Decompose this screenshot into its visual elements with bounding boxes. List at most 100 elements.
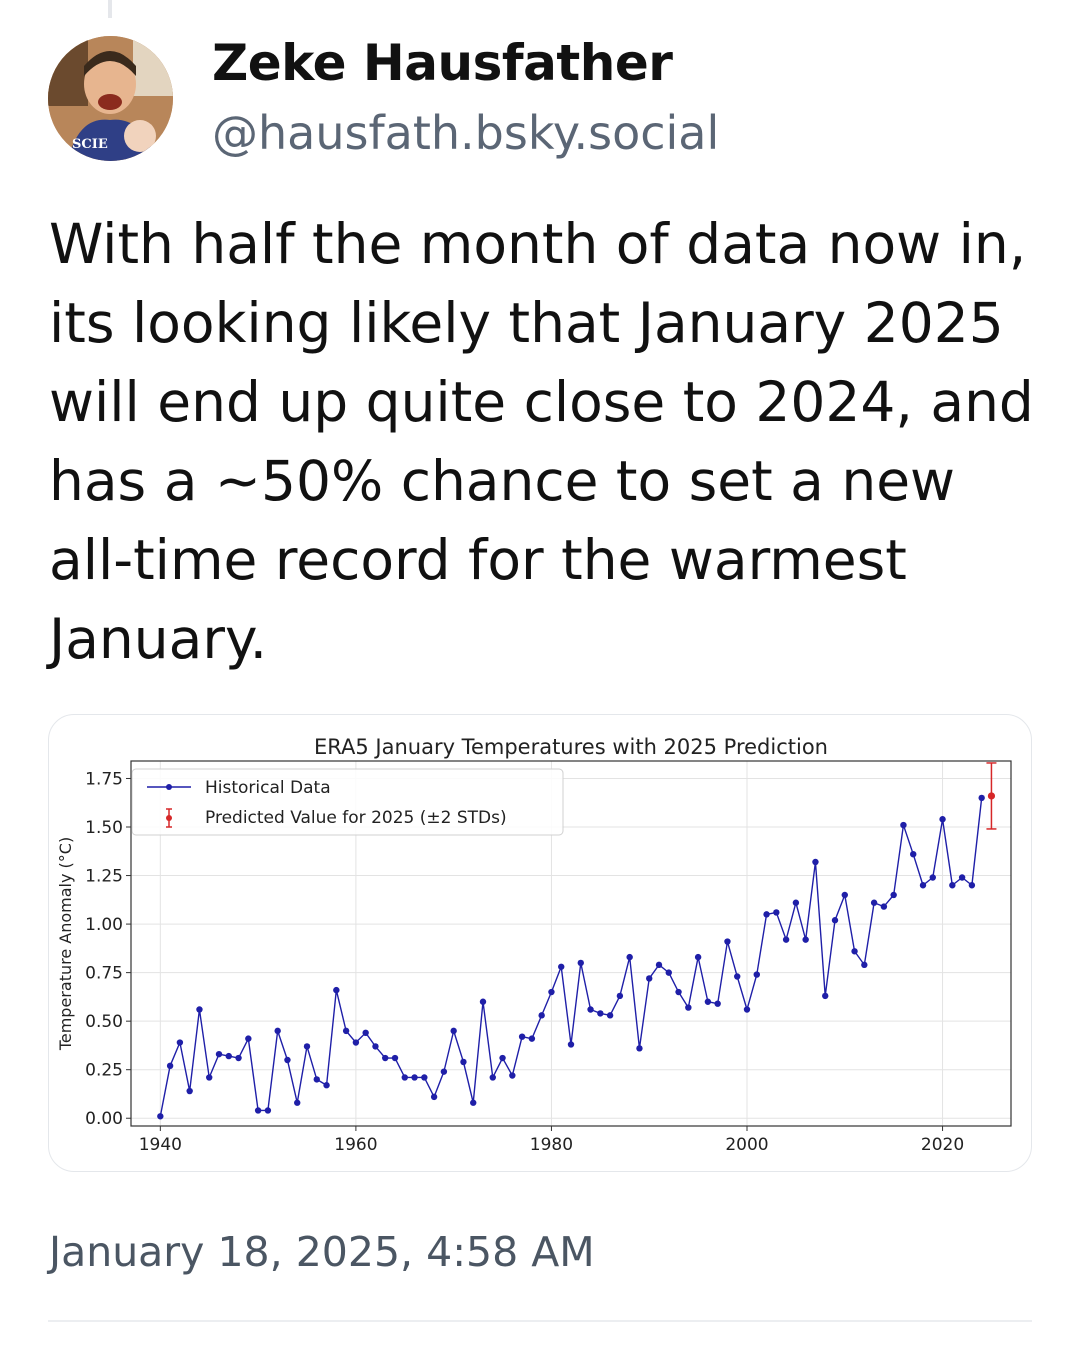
- x-tick-label: 1960: [334, 1135, 377, 1155]
- historical-data-point: [313, 1076, 320, 1083]
- y-axis-label: Temperature Anomaly (°C): [56, 837, 75, 1051]
- historical-data-point: [831, 917, 839, 924]
- historical-data-point: [597, 1010, 604, 1017]
- historical-data-point: [616, 992, 624, 1000]
- chart-image-embed[interactable]: 1940 1960 1980 2000 2020 0.00 0.25 0.50 0.75 1.0…: [48, 714, 1032, 1172]
- historical-data-point: [196, 1006, 203, 1013]
- historical-data-point: [215, 1050, 223, 1058]
- historical-data-point: [528, 1035, 536, 1042]
- x-tick-label: 1980: [530, 1135, 573, 1155]
- historical-data-point: [900, 821, 907, 829]
- historical-data-point: [157, 1113, 164, 1120]
- historical-data-point: [166, 1062, 174, 1070]
- avatar-shirt-text: SCIE: [72, 137, 108, 152]
- historical-data-point: [558, 963, 565, 970]
- historical-data-point: [518, 1033, 526, 1040]
- historical-data-point: [626, 953, 633, 961]
- author-display-name[interactable]: Zeke Hausfather: [212, 34, 673, 92]
- historical-data-point: [499, 1054, 506, 1062]
- historical-data-point: [421, 1074, 428, 1081]
- historical-data-point: [763, 911, 770, 918]
- thread-connector-line: [108, 0, 112, 18]
- historical-data-point: [792, 899, 800, 906]
- historical-data-point: [841, 891, 848, 899]
- legend-historical-marker-icon: [166, 784, 172, 790]
- y-tick-label: 1.50: [85, 818, 123, 838]
- prediction-data-point: [987, 792, 996, 800]
- legend-prediction-marker-icon: [166, 815, 172, 821]
- chart-title: ERA5 January Temperatures with 2025 Pred…: [314, 735, 828, 759]
- historical-data-point: [577, 959, 584, 967]
- historical-data-point: [489, 1074, 496, 1081]
- legend-box: [131, 768, 564, 836]
- post-timestamp[interactable]: January 18, 2025, 4:58 AM: [49, 1228, 595, 1276]
- historical-data-point: [411, 1074, 418, 1081]
- chart-legend: Historical Data Predicted Value for 2025…: [131, 768, 564, 836]
- x-axis-ticks: 1940 1960 1980 2000 2020: [139, 1126, 964, 1155]
- y-tick-label: 0.50: [85, 1012, 123, 1032]
- historical-data-point: [548, 988, 555, 996]
- historical-data-point: [734, 973, 741, 980]
- historical-data-point: [812, 858, 819, 866]
- historical-data-point: [479, 998, 487, 1005]
- historical-data-point: [254, 1107, 262, 1114]
- y-tick-label: 0.75: [85, 964, 123, 984]
- historical-data-point: [802, 936, 809, 943]
- historical-data-point: [294, 1099, 301, 1106]
- temperature-chart: 1940 1960 1980 2000 2020 0.00 0.25 0.50 0.75 1.0…: [56, 735, 1012, 1155]
- x-tick-label: 2020: [921, 1135, 964, 1155]
- historical-data-point: [655, 961, 663, 969]
- historical-data-point: [665, 969, 672, 976]
- historical-data-point: [694, 953, 702, 961]
- x-tick-label: 1940: [139, 1135, 182, 1155]
- historical-data-point: [978, 794, 985, 802]
- y-tick-label: 0.25: [85, 1061, 123, 1081]
- historical-data-point: [176, 1039, 184, 1046]
- historical-data-point: [870, 899, 878, 906]
- historical-data-point: [460, 1058, 467, 1066]
- historical-data-point: [822, 992, 829, 1000]
- historical-data-point: [264, 1107, 272, 1114]
- historical-data-point: [890, 891, 897, 899]
- historical-data-point: [724, 938, 731, 945]
- historical-data-point: [303, 1043, 311, 1050]
- historical-data-point: [372, 1043, 379, 1050]
- historical-data-point: [206, 1074, 213, 1081]
- historical-data-point: [235, 1054, 242, 1062]
- historical-data-point: [401, 1074, 408, 1081]
- historical-data-point: [274, 1027, 281, 1035]
- historical-data-point: [968, 882, 976, 889]
- historical-data-point: [391, 1054, 399, 1062]
- historical-data-point: [440, 1068, 448, 1075]
- chart-series: [157, 762, 997, 1120]
- historical-data-point: [509, 1072, 516, 1079]
- author-avatar[interactable]: SCIE: [48, 36, 173, 161]
- historical-data-point: [245, 1035, 252, 1042]
- historical-data-point: [861, 961, 868, 969]
- chart-grid: [131, 761, 1011, 1126]
- historical-data-point: [470, 1099, 477, 1106]
- historical-data-point: [714, 1000, 721, 1007]
- historical-data-point: [782, 936, 790, 943]
- historical-data-point: [352, 1039, 360, 1046]
- historical-data-point: [910, 850, 917, 858]
- author-handle[interactable]: @hausfath.bsky.social: [212, 106, 720, 160]
- historical-data-point: [430, 1093, 438, 1101]
- historical-data-point: [753, 971, 760, 978]
- historical-series-line: [159, 797, 983, 1117]
- y-tick-label: 1.00: [85, 915, 123, 935]
- historical-data-point: [606, 1012, 614, 1019]
- y-tick-label: 1.25: [85, 867, 123, 887]
- historical-data-point: [450, 1027, 457, 1035]
- historical-data-point: [958, 874, 966, 881]
- historical-data-point: [225, 1052, 232, 1060]
- historical-data-point: [743, 1006, 751, 1013]
- y-tick-label: 1.75: [85, 769, 123, 789]
- historical-data-point: [567, 1041, 575, 1048]
- historical-data-point: [851, 948, 858, 955]
- historical-data-point: [880, 903, 888, 910]
- historical-data-point: [939, 816, 946, 823]
- historical-data-point: [685, 1004, 692, 1011]
- historical-data-point: [675, 988, 682, 996]
- historical-data-point: [704, 998, 712, 1005]
